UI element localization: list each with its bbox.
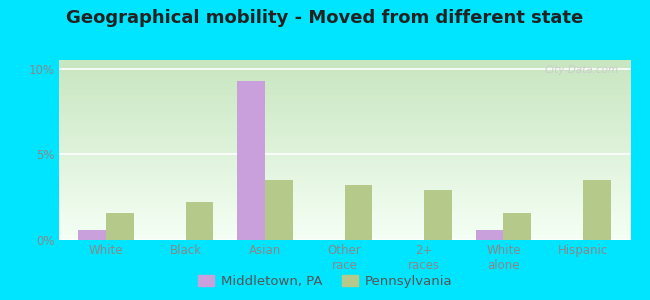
Bar <box>344 185 372 240</box>
Bar <box>237 81 265 240</box>
Bar <box>583 180 610 240</box>
Bar <box>503 213 531 240</box>
Bar <box>106 213 134 240</box>
Bar <box>186 202 213 240</box>
Text: Geographical mobility - Moved from different state: Geographical mobility - Moved from diffe… <box>66 9 584 27</box>
Text: City-Data.com: City-Data.com <box>545 65 619 75</box>
Legend: Middletown, PA, Pennsylvania: Middletown, PA, Pennsylvania <box>193 270 457 293</box>
Bar <box>79 230 106 240</box>
Bar <box>476 230 503 240</box>
Bar <box>424 190 452 240</box>
Bar <box>265 180 293 240</box>
